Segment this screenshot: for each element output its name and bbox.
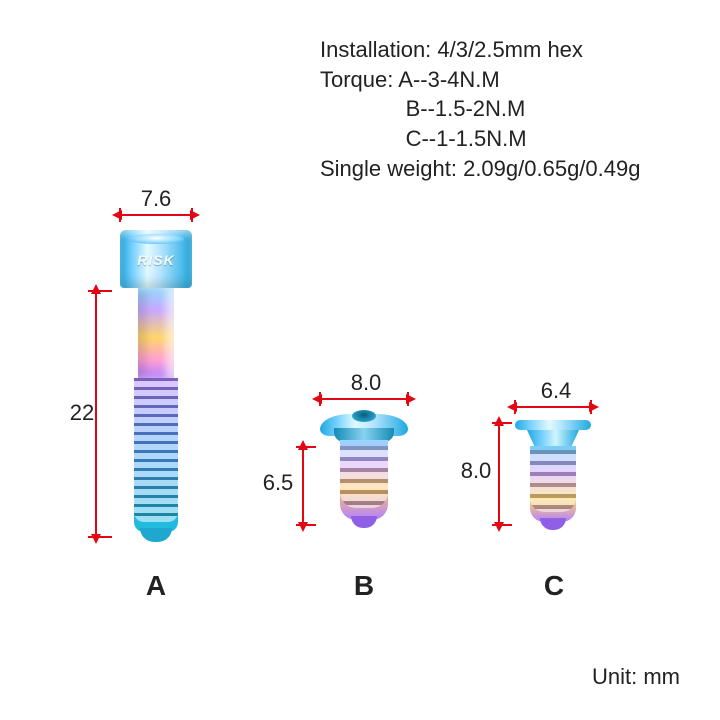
bolt-b-tip bbox=[351, 516, 377, 528]
info-weight: Single weight: 2.09g/0.65g/0.49g bbox=[320, 154, 640, 184]
bolt-a-thread bbox=[134, 378, 178, 532]
dim-tick bbox=[492, 524, 512, 526]
label-c: C bbox=[534, 570, 574, 602]
dim-c-height-label: 8.0 bbox=[456, 458, 496, 484]
diagram-canvas: Installation: 4/3/2.5mm hex Torque: A--3… bbox=[0, 0, 720, 720]
dim-a-width-label: 7.6 bbox=[136, 186, 176, 212]
dim-b-height-line bbox=[302, 448, 304, 524]
bolt-c-tip bbox=[540, 518, 566, 530]
dim-tick bbox=[296, 446, 316, 448]
arrow-up-icon bbox=[298, 440, 308, 450]
bolt-a-shank bbox=[138, 288, 174, 378]
dim-b-width-label: 8.0 bbox=[346, 370, 386, 396]
label-a: A bbox=[136, 570, 176, 602]
dim-tick bbox=[119, 208, 121, 222]
bolt-c-thread bbox=[530, 446, 576, 522]
bolt-a-head: RISK bbox=[120, 230, 192, 288]
dim-tick bbox=[590, 400, 592, 414]
dim-tick bbox=[319, 392, 321, 406]
dim-b-height-label: 6.5 bbox=[258, 470, 298, 496]
spec-info-block: Installation: 4/3/2.5mm hex Torque: A--3… bbox=[320, 35, 640, 183]
dim-tick bbox=[514, 400, 516, 414]
dim-tick bbox=[407, 392, 409, 406]
bolt-b-thread bbox=[340, 440, 388, 520]
info-torque-a: Torque: A--3-4N.M bbox=[320, 65, 640, 95]
dim-tick bbox=[88, 536, 112, 538]
dim-a-width-line bbox=[120, 214, 192, 216]
brand-logo: RISK bbox=[120, 252, 192, 268]
dim-tick bbox=[492, 422, 512, 424]
dim-a-height-line bbox=[95, 292, 97, 536]
bolt-c-neck bbox=[527, 430, 579, 446]
label-b: B bbox=[344, 570, 384, 602]
dim-tick bbox=[88, 290, 112, 292]
dim-c-width-line bbox=[515, 406, 591, 408]
dim-b-width-line bbox=[320, 398, 408, 400]
bolt-b-head bbox=[320, 414, 408, 436]
dim-tick bbox=[191, 208, 193, 222]
bolt-c-head bbox=[515, 420, 591, 430]
dim-tick bbox=[296, 524, 316, 526]
info-torque-b: B--1.5-2N.M bbox=[320, 94, 640, 124]
arrow-up-icon bbox=[91, 284, 101, 294]
dim-c-height-line bbox=[498, 424, 500, 524]
dim-c-width-label: 6.4 bbox=[536, 378, 576, 404]
bolt-a-tip bbox=[140, 528, 172, 542]
info-installation: Installation: 4/3/2.5mm hex bbox=[320, 35, 640, 65]
info-torque-c: C--1-1.5N.M bbox=[320, 124, 640, 154]
arrow-up-icon bbox=[494, 416, 504, 426]
unit-label: Unit: mm bbox=[592, 664, 680, 690]
